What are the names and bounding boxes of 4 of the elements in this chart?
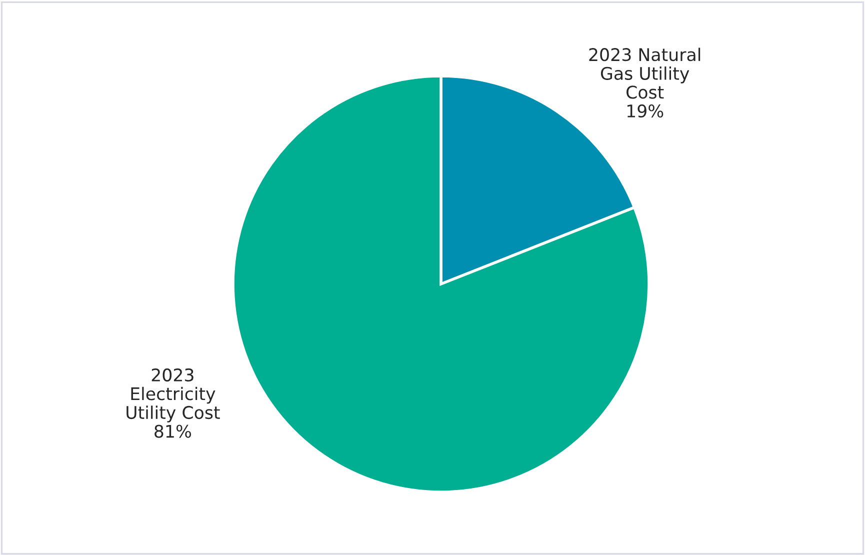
slice-label: 2023 Electricity Utility Cost (126, 368, 220, 422)
data-label: 81% (154, 424, 192, 438)
data-label: 19% (627, 104, 664, 118)
slice-label: 2023 Natural Gas Utility Cost (589, 48, 700, 99)
